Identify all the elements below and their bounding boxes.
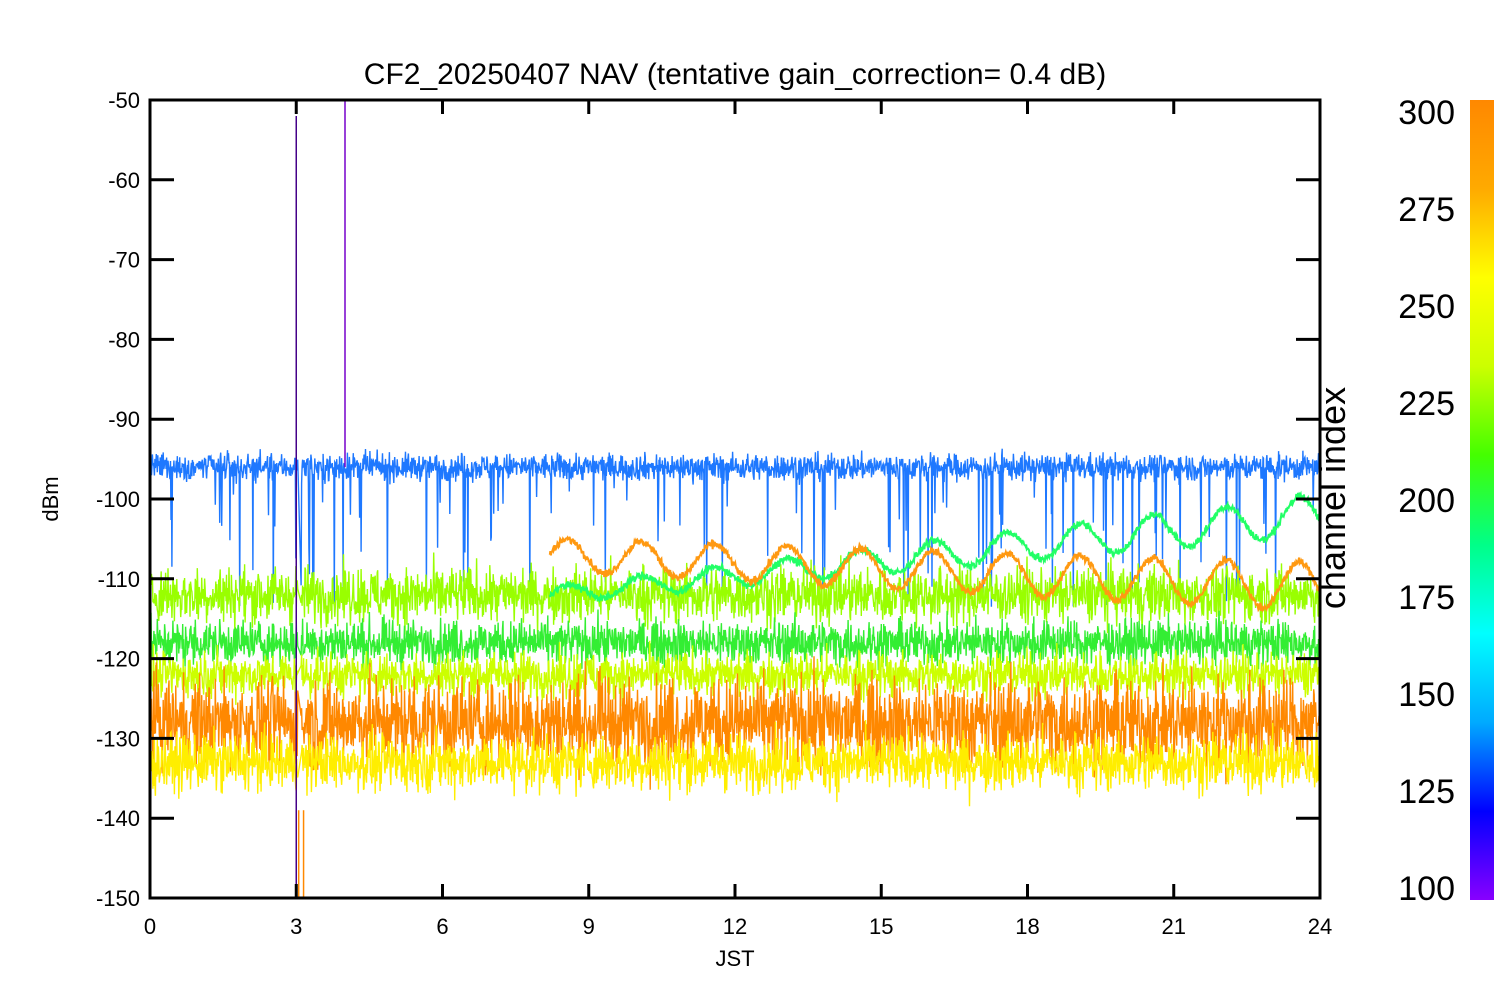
colorbar-tick-label: 200	[1398, 482, 1455, 520]
y-tick-label: -130	[96, 726, 140, 751]
y-tick-label: -100	[96, 487, 140, 512]
x-tick-label: 3	[290, 914, 302, 939]
x-tick-label: 15	[869, 914, 893, 939]
colorbar-tick-label: 150	[1398, 676, 1455, 714]
x-tick-label: 21	[1162, 914, 1186, 939]
colorbar-ticks: 300 275 250 225 200 175 150 125 100	[1398, 94, 1455, 908]
y-tick-label: -80	[108, 327, 140, 352]
colorbar-tick-label: 275	[1398, 191, 1455, 229]
colorbar	[1470, 100, 1494, 900]
x-axis-title: JST	[715, 946, 754, 971]
chart-title: CF2_20250407 NAV (tentative gain_correct…	[364, 58, 1106, 91]
colorbar-tick-label: 175	[1398, 579, 1455, 617]
y-tick-label: -120	[96, 647, 140, 672]
series-line-3	[151, 640, 1319, 710]
y-axis-title: dBm	[38, 476, 63, 521]
x-tick-label: 24	[1308, 914, 1332, 939]
colorbar-title: channel index	[1312, 387, 1353, 609]
y-tick-label: -110	[98, 567, 140, 592]
y-tick-label: -70	[108, 248, 140, 273]
series-line-1	[151, 552, 1319, 639]
series-line-7	[548, 535, 1319, 614]
y-tick-label: -60	[108, 168, 140, 193]
y-tick-label: -90	[108, 407, 140, 432]
series-line-0	[151, 448, 1319, 607]
series-layer	[151, 101, 1319, 898]
colorbar-tick-label: 225	[1398, 385, 1455, 423]
series-line-4	[151, 656, 1319, 790]
x-axis: 0 3 6 9 12 15 18 21 24	[144, 100, 1332, 939]
y-axis: -50 -60 -70 -80 -90 -100 -110 -120 -130 -140 -150	[96, 88, 1320, 911]
x-tick-label: 18	[1015, 914, 1039, 939]
series-line-6	[548, 490, 1319, 604]
colorbar-tick-label: 100	[1398, 870, 1455, 908]
y-tick-label: -50	[108, 88, 140, 113]
colorbar-tick-label: 125	[1398, 773, 1455, 811]
series-line-5	[151, 719, 1319, 807]
x-tick-label: 6	[436, 914, 448, 939]
colorbar-tick-label: 250	[1398, 288, 1455, 326]
colorbar-tick-label: 300	[1398, 94, 1455, 132]
y-tick-label: -140	[96, 806, 140, 831]
y-tick-label: -150	[96, 886, 140, 911]
x-tick-label: 9	[583, 914, 595, 939]
x-tick-label: 12	[723, 914, 747, 939]
series-line-2	[151, 609, 1319, 677]
x-tick-label: 0	[144, 914, 156, 939]
